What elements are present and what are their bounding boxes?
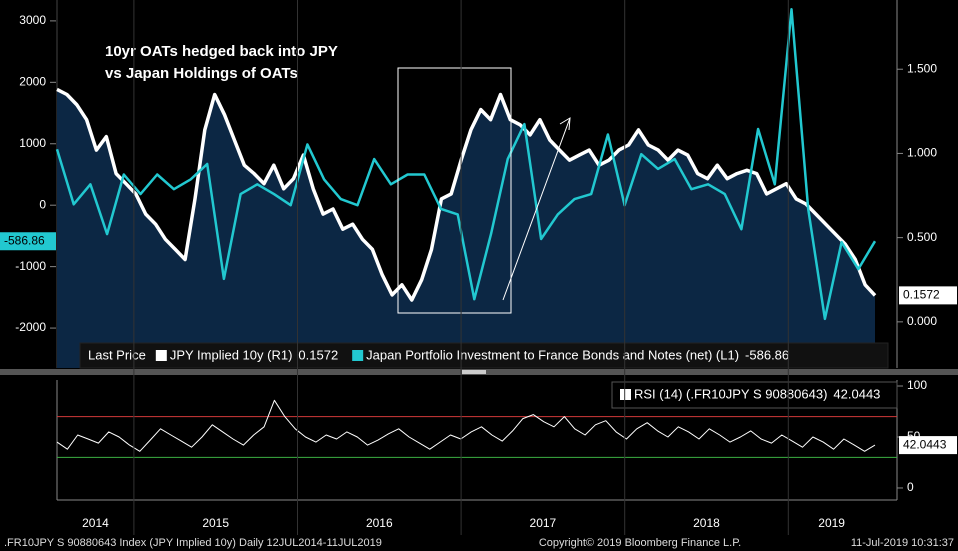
title-line: 10yr OATs hedged back into JPY <box>105 43 338 60</box>
x-tick-label: 2017 <box>530 516 557 530</box>
last-value-tag <box>0 232 56 251</box>
last-value-tag <box>899 286 957 305</box>
legend-swatch <box>352 350 364 361</box>
legend-swatch <box>620 389 631 400</box>
top-panel: -2000 -1000 0 1000 2000 3000 0.000 0.500 1.000 1.… <box>0 0 957 369</box>
last-value-label: -586.86 <box>4 233 45 247</box>
x-tick-label: 2015 <box>202 516 229 530</box>
legend-swatch <box>155 350 167 361</box>
y2-tick-label: 1.500 <box>907 61 937 75</box>
y-tick-label: -2000 <box>15 320 46 334</box>
line <box>56 87 877 302</box>
divider-handle <box>462 370 486 374</box>
legend-text: RSI (14) (.FR10JPY S 90880643) <box>634 386 827 401</box>
x-tick-label: 2019 <box>818 516 845 530</box>
arrow-head <box>559 117 571 131</box>
legend-text: Japan Portfolio Investment to France Bon… <box>366 347 739 362</box>
legend-box <box>611 381 898 409</box>
footer-center: Copyright© 2019 Bloomberg Finance L.P. <box>539 537 741 549</box>
y-tick-label: 0 <box>907 480 914 494</box>
title-line: vs Japan Holdings of OATs <box>105 65 298 82</box>
line <box>55 7 877 321</box>
line <box>56 399 876 452</box>
y-tick-label: -1000 <box>15 259 46 273</box>
y-tick-label: 2000 <box>19 74 46 88</box>
y2-tick-label: 1.000 <box>907 146 937 160</box>
x-tick-label: 2016 <box>366 516 393 530</box>
last-value-label: 42.0443 <box>903 437 947 451</box>
legend-text: Last Price <box>88 347 146 362</box>
annotation-arrow <box>502 117 571 301</box>
legend-text: JPY Implied 10y (R1) <box>170 347 293 362</box>
x-tick-label: 2018 <box>693 516 720 530</box>
y-tick-label: 100 <box>907 378 927 392</box>
legend-text: 0.1572 <box>298 347 338 362</box>
y-tick-label: 1000 <box>19 136 46 150</box>
last-value-label: 0.1572 <box>903 288 940 302</box>
x-tick-label: 2014 <box>82 516 109 530</box>
y-tick-label: 3000 <box>19 13 46 27</box>
footer-left: .FR10JPY S 90880643 Index (JPY Implied 1… <box>4 537 382 549</box>
legend-text: 42.0443 <box>833 386 880 401</box>
legend-text: -586.86 <box>745 347 789 362</box>
annotation-box <box>397 67 512 314</box>
legend-bar <box>79 342 889 369</box>
last-value-tag <box>899 436 957 455</box>
y2-tick-label: 0.000 <box>907 314 937 328</box>
y-tick-label: 0 <box>39 197 46 211</box>
y2-tick-label: 0.500 <box>907 230 937 244</box>
footer-right: 11-Jul-2019 10:31:37 <box>851 537 954 549</box>
